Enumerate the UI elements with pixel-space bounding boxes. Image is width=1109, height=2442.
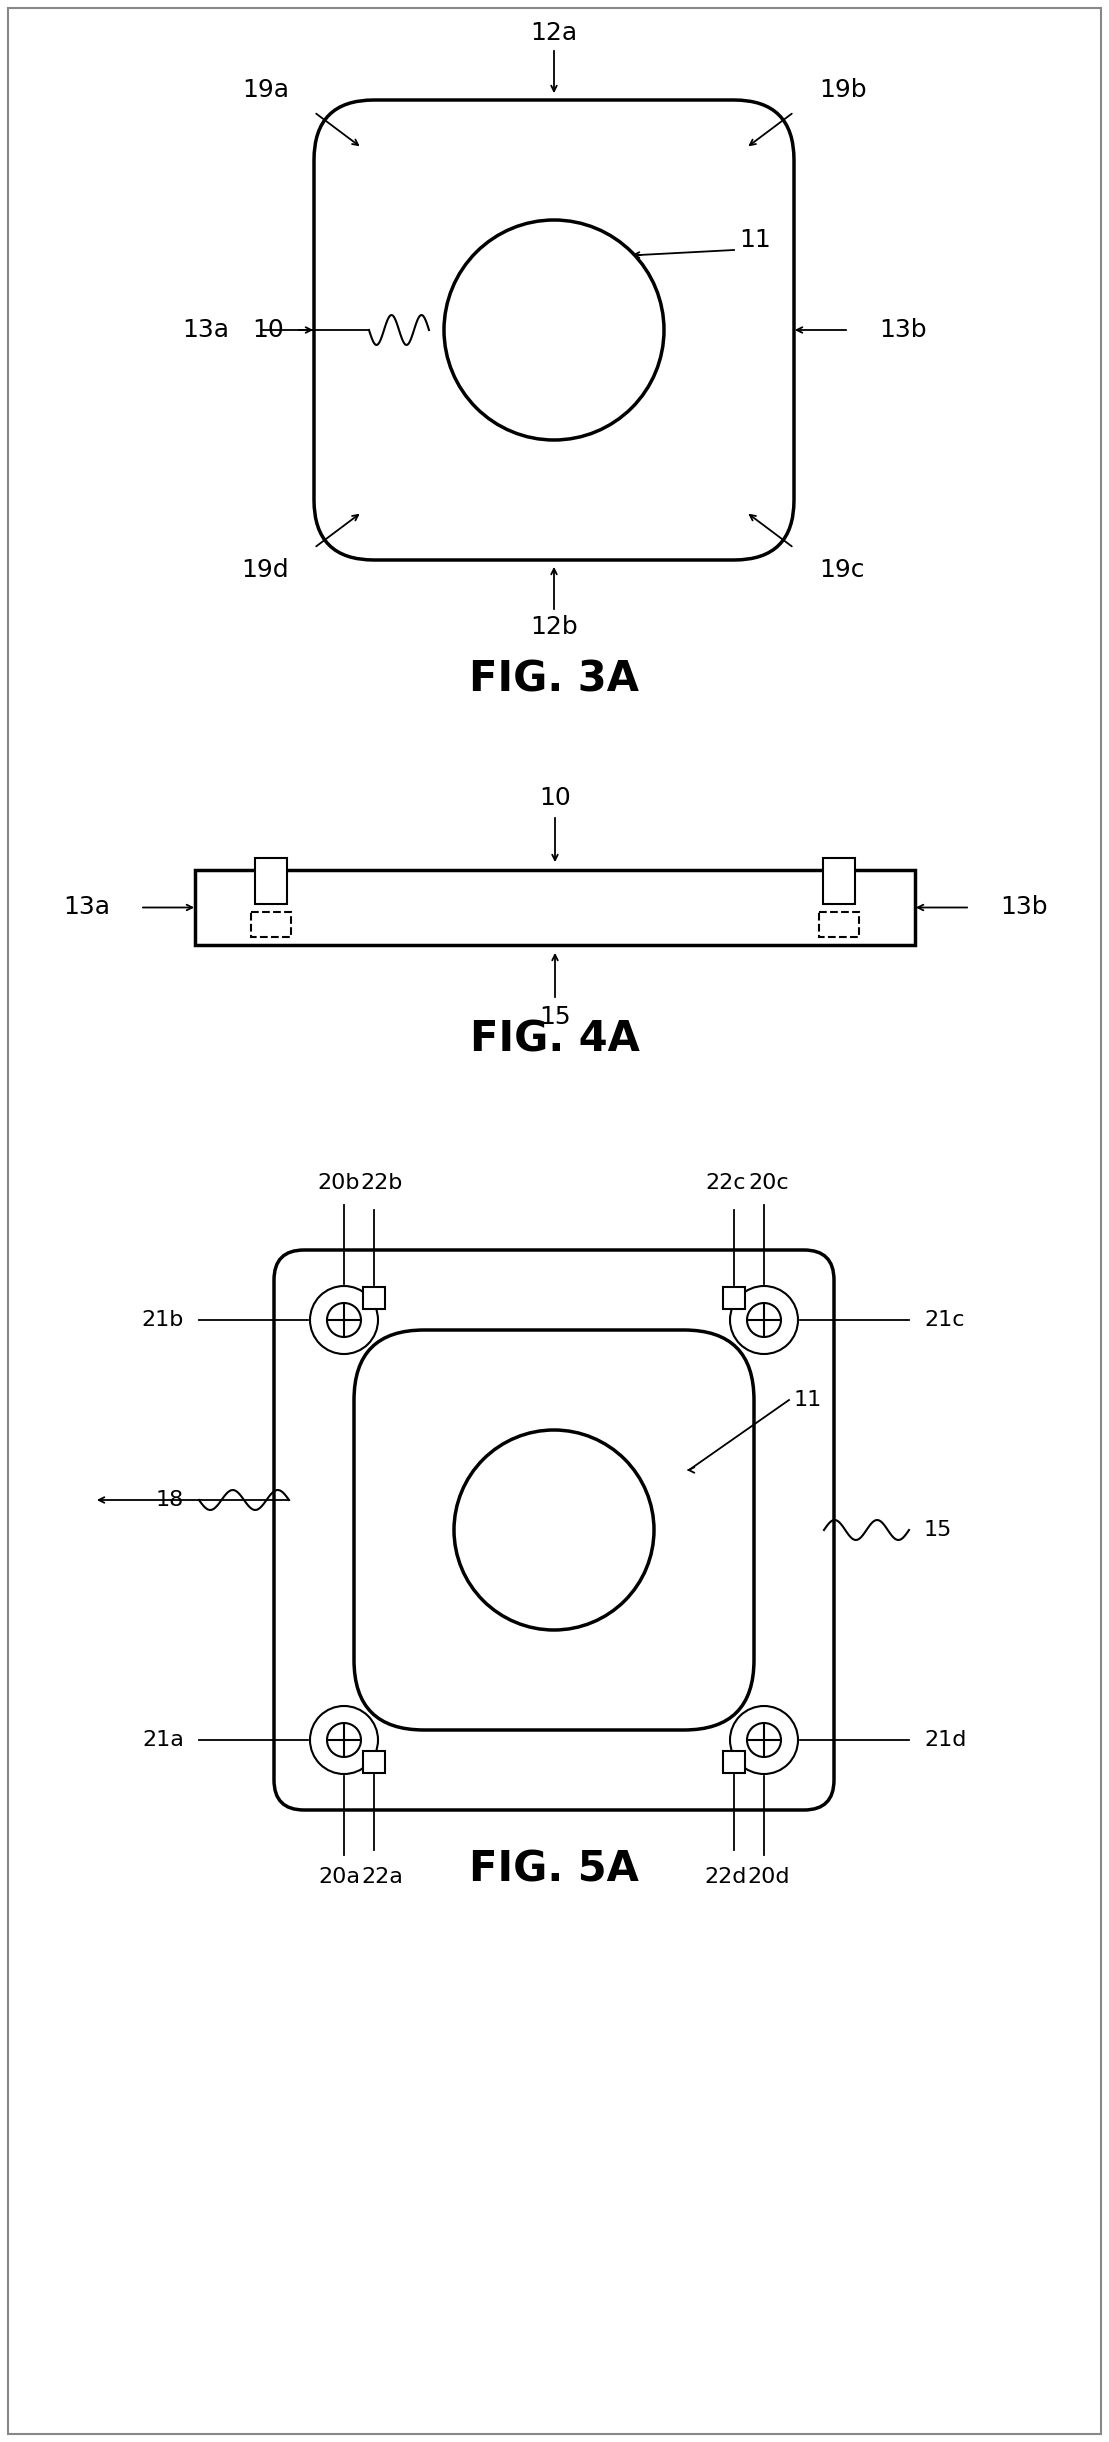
Text: 20d: 20d: [747, 1868, 791, 1888]
Text: 21d: 21d: [924, 1729, 966, 1751]
Text: 20c: 20c: [749, 1172, 790, 1194]
Text: 13a: 13a: [63, 896, 110, 921]
Bar: [363, 1751, 385, 1773]
Text: 21b: 21b: [142, 1309, 184, 1331]
Text: 15: 15: [539, 1006, 571, 1028]
Bar: [195, 869, 915, 945]
Text: 22b: 22b: [360, 1172, 404, 1194]
Text: 10: 10: [539, 786, 571, 811]
Text: 12b: 12b: [530, 615, 578, 640]
Bar: [251, 911, 291, 938]
Text: FIG. 3A: FIG. 3A: [469, 659, 639, 701]
Bar: [823, 857, 855, 904]
Text: 19c: 19c: [820, 559, 865, 581]
Text: 22a: 22a: [362, 1868, 403, 1888]
FancyBboxPatch shape: [274, 1250, 834, 1810]
Text: 20b: 20b: [318, 1172, 360, 1194]
Bar: [255, 857, 287, 904]
Text: 18: 18: [155, 1490, 184, 1509]
FancyBboxPatch shape: [314, 100, 794, 559]
Text: FIG. 4A: FIG. 4A: [470, 1018, 640, 1060]
Bar: [723, 1751, 745, 1773]
Text: 22d: 22d: [705, 1868, 747, 1888]
Text: 19d: 19d: [242, 559, 289, 581]
Text: 15: 15: [924, 1519, 953, 1541]
Text: FIG. 5A: FIG. 5A: [469, 1849, 639, 1890]
Text: 21c: 21c: [924, 1309, 965, 1331]
Text: 19a: 19a: [242, 78, 289, 103]
Text: 11: 11: [794, 1389, 822, 1409]
Text: 21a: 21a: [142, 1729, 184, 1751]
FancyBboxPatch shape: [354, 1331, 754, 1729]
Text: 13b: 13b: [879, 317, 927, 342]
Text: 19b: 19b: [820, 78, 866, 103]
Text: 20a: 20a: [318, 1868, 360, 1888]
Text: 13a: 13a: [182, 317, 228, 342]
Text: 22c: 22c: [705, 1172, 746, 1194]
Text: 12a: 12a: [530, 22, 578, 44]
Text: 11: 11: [739, 227, 771, 252]
Bar: [820, 911, 859, 938]
Bar: [363, 1287, 385, 1309]
Bar: [723, 1287, 745, 1309]
Text: 10: 10: [252, 317, 284, 342]
Text: 13b: 13b: [1000, 896, 1048, 921]
